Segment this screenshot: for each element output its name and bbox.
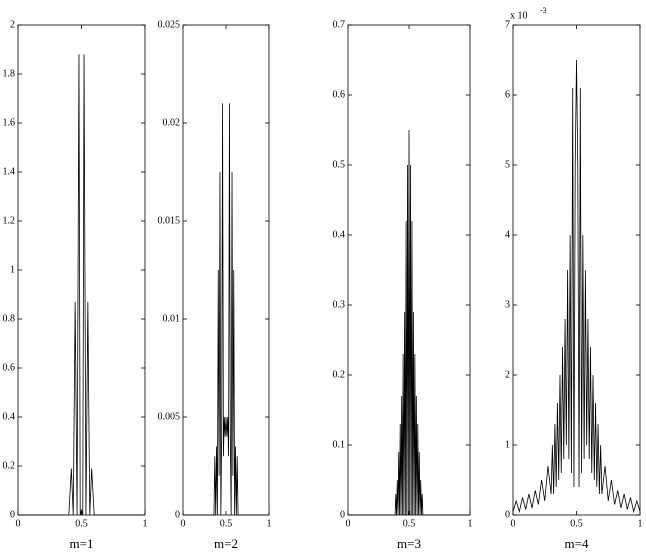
- y-tick-label: 0: [340, 509, 345, 520]
- subplot: 0 0.005 0.01 0.015 0.02 0.025 0 0.5 1 m=2: [158, 19, 272, 551]
- subplot: 0 0.1 0.2 0.3 0.4 0.5 0.6 0.7 0 0.5 1 m=3: [333, 19, 473, 551]
- data-line: [512, 59, 641, 514]
- y-tick-label: 0.005: [158, 411, 181, 422]
- y-tick-label: 0.4: [333, 229, 346, 240]
- y-tick-label: 1.6: [3, 117, 16, 128]
- x-tick-label: 1: [143, 518, 148, 529]
- y-tick-label: 0: [175, 509, 180, 520]
- subplot: 0 0.2 0.4 0.6 0.8 1 1.2 1.4 1.6 1.8 2 0 0.5 1 m=1: [3, 19, 148, 551]
- axes-box: [512, 24, 641, 516]
- axes-box: [182, 24, 270, 516]
- y-tick-label: 0.6: [333, 89, 346, 100]
- x-tick-label: 0.5: [220, 518, 233, 529]
- y-tick-label: 0.5: [333, 159, 346, 170]
- y-tick-label: 0.02: [163, 117, 181, 128]
- x-tick-label: 0.5: [403, 518, 416, 529]
- x-tick-label: 1: [267, 518, 272, 529]
- y-tick-label: 0.8: [3, 313, 16, 324]
- x-tick-label: 0: [346, 518, 351, 529]
- y-tick-label: 4: [505, 229, 510, 240]
- y-tick-label: 1.8: [3, 68, 16, 79]
- y-tick-label: 1.4: [3, 166, 16, 177]
- x-axis-label: m=1: [70, 536, 94, 551]
- y-tick-label: 0.2: [3, 460, 16, 471]
- y-tick-label: 7: [505, 19, 510, 30]
- y-tick-label: 2: [505, 369, 510, 380]
- y-multiplier-exponent: -3: [540, 6, 547, 15]
- y-tick-label: 0.3: [333, 299, 346, 310]
- data-line: [348, 129, 470, 516]
- x-tick-label: 0: [511, 518, 516, 529]
- y-multiplier: x 10: [510, 10, 528, 21]
- subplot: 0 1 2 3 4 5 6 7 0 0.5 1 m=4 x 10 -3: [505, 6, 643, 551]
- y-tick-label: 2: [10, 19, 15, 30]
- x-tick-label: 0.5: [570, 518, 583, 529]
- y-tick-label: 1: [10, 264, 15, 275]
- y-tick-label: 0.6: [3, 362, 16, 373]
- x-tick-label: 1: [638, 518, 643, 529]
- x-tick-label: 0.5: [75, 518, 88, 529]
- y-tick-label: 0.7: [333, 19, 346, 30]
- y-tick-label: 0.4: [3, 411, 16, 422]
- y-tick-label: 6: [505, 89, 510, 100]
- x-tick-label: 0: [16, 518, 21, 529]
- x-tick-label: 1: [468, 518, 473, 529]
- y-tick-label: 0.015: [158, 215, 181, 226]
- y-tick-label: 1.2: [3, 215, 16, 226]
- y-tick-label: 0.2: [333, 369, 346, 380]
- x-axis-label: m=2: [214, 536, 238, 551]
- x-tick-label: 0: [181, 518, 186, 529]
- y-tick-label: 0.025: [158, 19, 181, 30]
- data-line: [183, 103, 269, 516]
- y-tick-label: 0.1: [333, 439, 346, 450]
- x-axis-label: m=4: [565, 536, 589, 551]
- y-tick-label: 0.01: [163, 313, 181, 324]
- axes-box: [17, 24, 146, 516]
- y-tick-label: 3: [505, 299, 510, 310]
- data-line: [18, 54, 145, 516]
- y-tick-label: 5: [505, 159, 510, 170]
- y-tick-label: 0: [505, 509, 510, 520]
- y-tick-label: 0: [10, 509, 15, 520]
- y-tick-label: 1: [505, 439, 510, 450]
- x-axis-label: m=3: [397, 536, 421, 551]
